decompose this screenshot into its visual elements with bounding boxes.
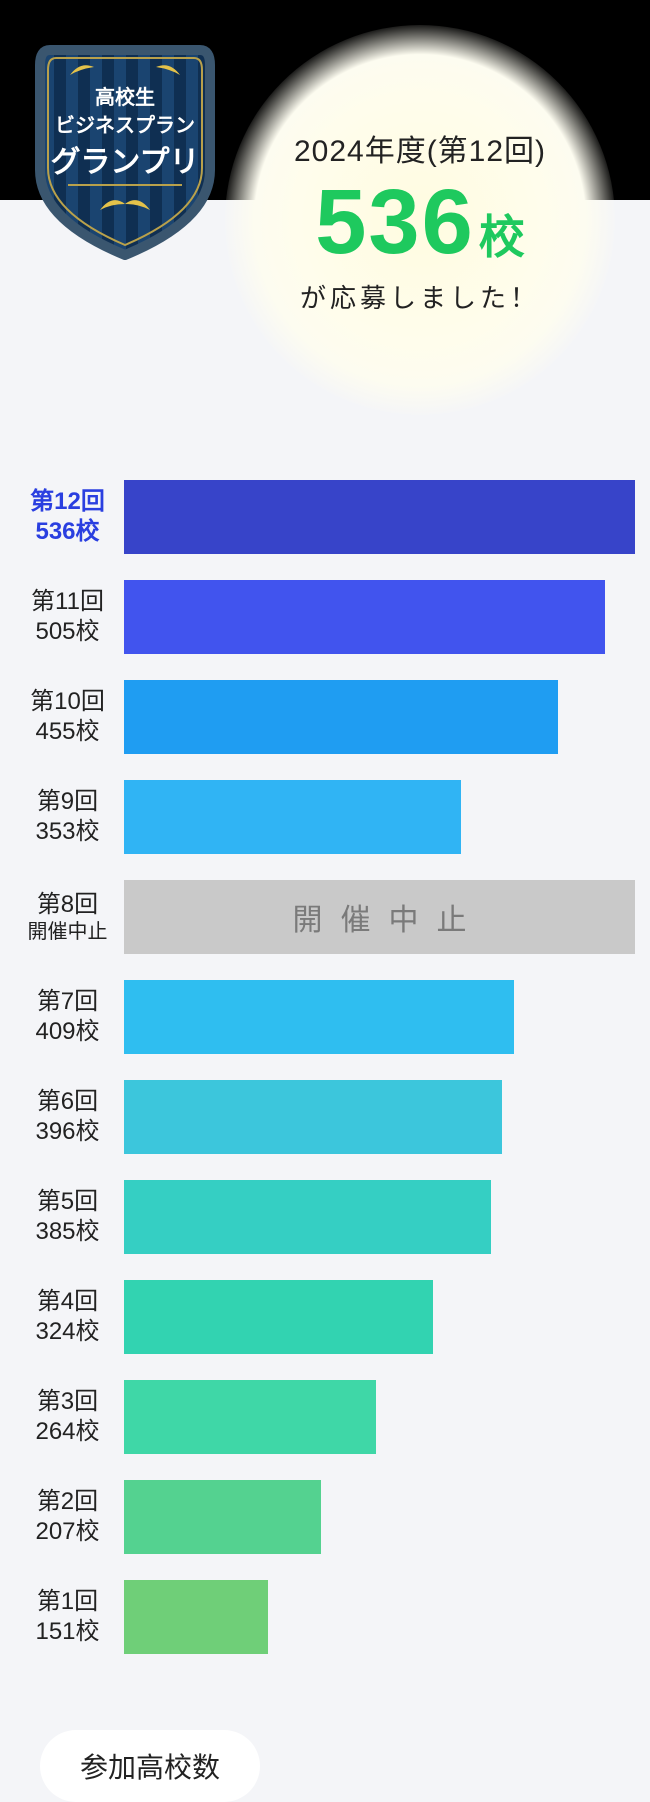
bar (124, 1080, 502, 1154)
grand-prix-shield-badge: 高校生 ビジネスプラン グランプリ (30, 40, 220, 260)
bar-area (124, 1180, 635, 1254)
row-label-line2: 536校 (15, 517, 120, 547)
bar (124, 580, 605, 654)
row-label: 第4回324校 (15, 1287, 120, 1347)
row-label-line2: 455校 (15, 717, 120, 747)
chart-row: 第8回開催中止開催中止 (15, 880, 635, 954)
row-label-line2: 409校 (15, 1017, 120, 1047)
row-label: 第2回207校 (15, 1487, 120, 1547)
row-label-line1: 第9回 (15, 787, 120, 817)
callout-unit: 校 (479, 201, 525, 267)
row-label-line1: 第7回 (15, 987, 120, 1017)
row-label-line1: 第3回 (15, 1387, 120, 1417)
row-label-line2: 開催中止 (15, 920, 120, 945)
chart-row: 第7回409校 (15, 980, 635, 1054)
row-label-line2: 207校 (15, 1517, 120, 1547)
shield-line1: 高校生 (95, 85, 155, 109)
bar-area (124, 1480, 635, 1554)
chart-row: 第2回207校 (15, 1480, 635, 1554)
chart-footer-label: 参加高校数 (40, 1730, 260, 1802)
row-label: 第1回151校 (15, 1587, 120, 1647)
row-label-line2: 385校 (15, 1217, 120, 1247)
chart-row: 第11回505校 (15, 580, 635, 654)
row-label: 第11回505校 (15, 587, 120, 647)
callout-number-line: 536 校 (315, 176, 525, 268)
bar (124, 480, 635, 554)
row-label-line1: 第2回 (15, 1487, 120, 1517)
callout-year-line: 2024年度(第12回) (294, 126, 546, 170)
chart-row: 第4回324校 (15, 1280, 635, 1354)
row-label-line1: 第11回 (15, 587, 120, 617)
bar-area (124, 980, 635, 1054)
bar-area (124, 1080, 635, 1154)
callout-number: 536 (315, 176, 475, 268)
row-label-line2: 151校 (15, 1617, 120, 1647)
row-label-line1: 第8回 (15, 890, 120, 920)
chart-row: 第9回353校 (15, 780, 635, 854)
bar-area (124, 580, 635, 654)
row-label-line1: 第12回 (15, 487, 120, 517)
row-label: 第12回536校 (15, 487, 120, 547)
bar (124, 1580, 268, 1654)
row-label-line1: 第10回 (15, 687, 120, 717)
applicant-count-callout: 2024年度(第12回) 536 校 が応募しました！ (225, 25, 615, 415)
row-label-line1: 第4回 (15, 1287, 120, 1317)
row-label: 第5回385校 (15, 1187, 120, 1247)
bar-area: 開催中止 (124, 880, 635, 954)
row-label-line1: 第1回 (15, 1587, 120, 1617)
bar-area (124, 780, 635, 854)
row-label-line2: 264校 (15, 1417, 120, 1447)
bar (124, 780, 461, 854)
participation-bar-chart: 第12回536校第11回505校第10回455校第9回353校第8回開催中止開催… (0, 480, 650, 1720)
row-label-line2: 396校 (15, 1117, 120, 1147)
bar (124, 1180, 491, 1254)
callout-applied-line: が応募しました！ (300, 278, 540, 315)
chart-row: 第1回151校 (15, 1580, 635, 1654)
bar (124, 1380, 376, 1454)
chart-row: 第10回455校 (15, 680, 635, 754)
bar-area (124, 1580, 635, 1654)
row-label-line2: 505校 (15, 617, 120, 647)
bar-area (124, 1280, 635, 1354)
bar (124, 1480, 321, 1554)
row-label: 第9回353校 (15, 787, 120, 847)
chart-row: 第6回396校 (15, 1080, 635, 1154)
bar (124, 980, 514, 1054)
row-label: 第3回264校 (15, 1387, 120, 1447)
row-label-line2: 324校 (15, 1317, 120, 1347)
row-label: 第7回409校 (15, 987, 120, 1047)
bar (124, 1280, 433, 1354)
shield-line2: ビジネスプラン (55, 114, 195, 137)
row-label: 第6回396校 (15, 1087, 120, 1147)
bar-area (124, 1380, 635, 1454)
row-label-line2: 353校 (15, 817, 120, 847)
header-area: 高校生 ビジネスプラン グランプリ 2024年度(第12回) 536 校 が応募… (0, 200, 650, 480)
row-label: 第8回開催中止 (15, 890, 120, 945)
bar (124, 680, 558, 754)
row-label: 第10回455校 (15, 687, 120, 747)
chart-row: 第3回264校 (15, 1380, 635, 1454)
row-label-line1: 第6回 (15, 1087, 120, 1117)
row-label-line1: 第5回 (15, 1187, 120, 1217)
cancelled-bar: 開催中止 (124, 880, 635, 954)
bar-area (124, 480, 635, 554)
shield-line3: グランプリ (50, 146, 199, 179)
chart-row: 第5回385校 (15, 1180, 635, 1254)
chart-row: 第12回536校 (15, 480, 635, 554)
bar-area (124, 680, 635, 754)
